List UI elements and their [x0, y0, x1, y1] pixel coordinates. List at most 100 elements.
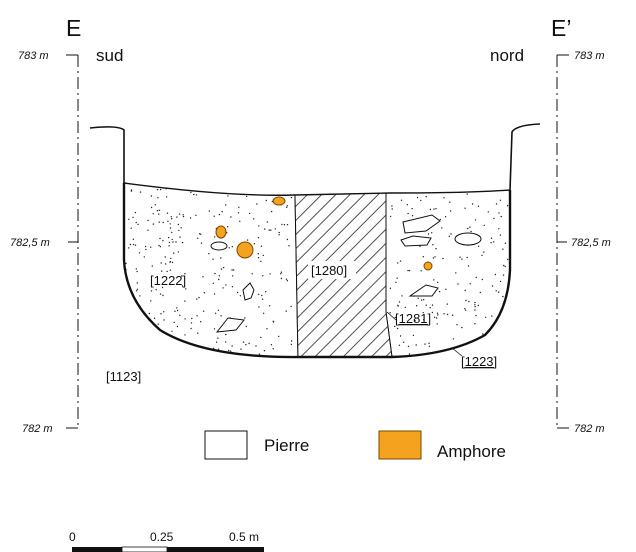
stipple-dot — [166, 212, 169, 214]
stipple-dot — [245, 344, 247, 346]
stipple-dot — [154, 204, 156, 206]
stipple-dot — [170, 257, 172, 260]
stipple-dot — [407, 212, 409, 215]
stipple-dot — [430, 189, 432, 191]
stipple-dot — [278, 335, 280, 338]
stipple-dot — [138, 252, 141, 254]
stipple-dot — [498, 212, 500, 214]
stipple-dot — [155, 336, 157, 338]
stipple-dot — [171, 218, 173, 220]
stipple-dot — [230, 355, 232, 357]
stipple-dot — [225, 333, 227, 336]
scale-segment-3 — [167, 547, 264, 552]
stipple-dot — [147, 219, 149, 222]
stipple-dot — [420, 199, 422, 202]
stipple-dot — [479, 291, 481, 294]
stipple-dot — [396, 187, 398, 190]
stipple-dot — [466, 256, 468, 259]
stipple-dot — [464, 289, 466, 292]
stipple-dot — [419, 245, 421, 248]
stipple-dot — [435, 208, 437, 210]
stipple-dot — [448, 235, 450, 237]
stipple-dot — [213, 328, 216, 330]
stipple-dot — [253, 243, 256, 245]
stipple-dot — [222, 287, 224, 289]
stipple-dot — [465, 299, 467, 302]
stipple-dot — [190, 327, 192, 330]
stipple-dot — [135, 268, 137, 270]
stipple-dot — [474, 219, 477, 221]
stipple-dot — [181, 285, 184, 287]
stipple-dot — [499, 234, 502, 236]
stipple-dot — [169, 261, 172, 263]
stipple-dot — [280, 273, 282, 275]
stipple-dot — [195, 194, 198, 196]
stipple-dot — [190, 322, 193, 324]
legend: Pierre Amphore — [204, 430, 506, 461]
stipple-dot — [507, 346, 509, 348]
stipple-dot — [218, 213, 221, 216]
stipple-dot — [260, 336, 262, 339]
stone — [402, 214, 441, 234]
direction-south-label: sud — [96, 46, 123, 65]
stipple-dot — [431, 304, 434, 306]
stipple-dot — [258, 225, 260, 227]
stipple-dot — [262, 254, 264, 257]
left-elevation-782-5: 782,5 m — [10, 237, 50, 249]
stipple-dot — [395, 281, 397, 283]
stipple-dot — [502, 186, 504, 188]
stipple-dot — [452, 338, 455, 340]
stipple-dot — [499, 199, 502, 201]
stone — [454, 232, 482, 246]
stipple-dot — [449, 356, 451, 358]
stipple-dot — [163, 311, 165, 313]
stipple-dot — [150, 300, 152, 302]
stipple-dot — [256, 203, 258, 205]
stipple-dot — [422, 256, 424, 258]
stipple-dot — [221, 210, 223, 213]
stipple-dot — [270, 210, 273, 213]
amphora-fragment — [272, 196, 286, 206]
stipple-dot — [189, 185, 192, 188]
stipple-dot — [159, 237, 161, 240]
stipple-dot — [264, 228, 266, 230]
stipple-dot — [230, 350, 232, 352]
stipple-dot — [498, 332, 500, 334]
stipple-dot — [394, 325, 396, 328]
stipple-dot — [456, 324, 458, 326]
stipple-dot — [139, 295, 141, 297]
stipple-dot — [217, 337, 219, 339]
amphora-fragments — [215, 196, 433, 271]
stipple-dot — [449, 201, 451, 203]
left-elevation-scale — [66, 54, 79, 429]
stipple-dot — [197, 351, 200, 353]
stipple-dot — [134, 211, 137, 214]
stipple-dot — [260, 245, 263, 247]
stipple-dot — [498, 291, 500, 293]
stipple-dot — [144, 245, 147, 248]
stipple-dot — [417, 297, 419, 299]
stipple-dot — [485, 349, 487, 352]
stipple-dot — [193, 193, 195, 196]
stipple-dot — [242, 341, 245, 343]
stipple-dot — [398, 301, 401, 303]
stipple-dot — [446, 313, 449, 316]
stipple-dot — [198, 296, 200, 299]
stipple-dot — [231, 246, 233, 248]
right-elevation-783: 783 m — [574, 50, 605, 62]
stipple-dot — [269, 305, 271, 307]
stipple-dot — [441, 227, 443, 229]
stipple-dot — [290, 340, 293, 342]
stipple-dot — [491, 185, 493, 187]
stipple-dot — [227, 195, 229, 197]
stipple-dot — [136, 290, 138, 292]
stipple-dot — [286, 205, 288, 207]
stipple-dot — [137, 346, 139, 348]
stipple-dot — [481, 278, 483, 281]
stipple-dot — [141, 320, 144, 323]
amphora-fragment — [236, 241, 254, 259]
stipple-dot — [479, 350, 481, 352]
stipple-dot — [225, 204, 227, 206]
section-end-right-label: E’ — [551, 15, 571, 41]
stipple-dot — [500, 215, 502, 218]
